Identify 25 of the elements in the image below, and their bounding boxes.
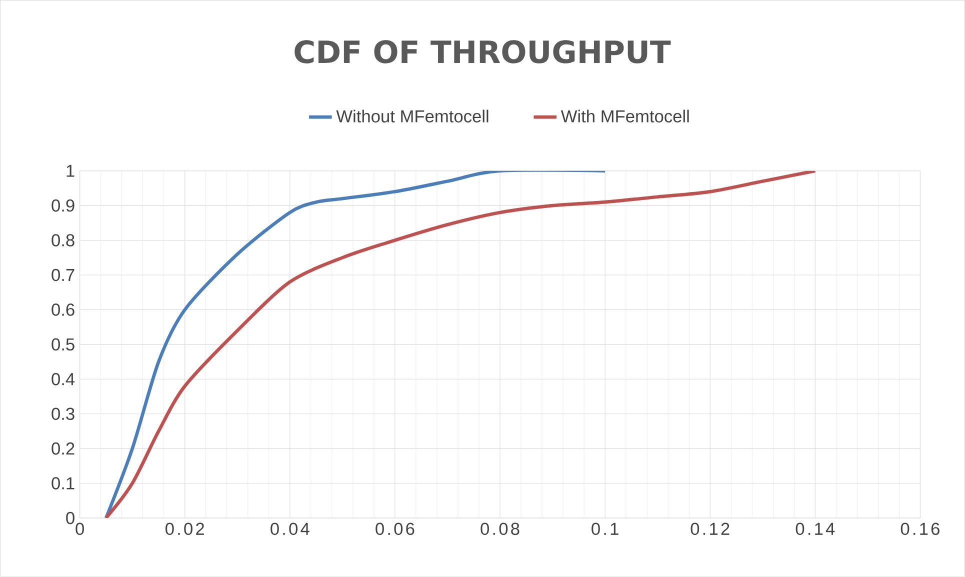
y-tick-label: 0.9 [52,200,74,212]
y-tick-label: 1 [66,164,74,177]
line-series [104,170,817,518]
y-tick-label: 0.2 [52,442,74,455]
line-series [104,170,607,518]
legend-label: With MFemtocell [560,110,689,123]
x-tick-label: 0.14 [796,522,835,536]
x-tick-label: 0.1 [592,522,618,536]
y-tick-label: 0.3 [52,408,74,420]
x-tick-label: 0.06 [376,522,414,536]
y-tick-label: 0.5 [52,338,74,351]
x-tick-label: 0.04 [270,522,310,536]
y-tick-label: 0.8 [52,234,74,246]
y-tick-label: 0.4 [52,373,75,386]
y-tick-label: 0 [66,512,74,524]
y-tick-label: 0.6 [52,304,74,316]
y-tick-label: 0.1 [52,477,74,490]
chart-title: CDF OF THROUGHPUT [294,40,671,64]
x-tick-label: 0.12 [690,522,730,536]
x-tick-label: 0.02 [166,522,204,536]
legend-label: Without MFemtocell [336,110,488,123]
x-tick-label: 0 [76,522,84,536]
y-tick-label: 0.7 [52,268,74,282]
x-tick-label: 0.08 [480,522,520,536]
x-tick-label: 0.16 [900,522,940,536]
